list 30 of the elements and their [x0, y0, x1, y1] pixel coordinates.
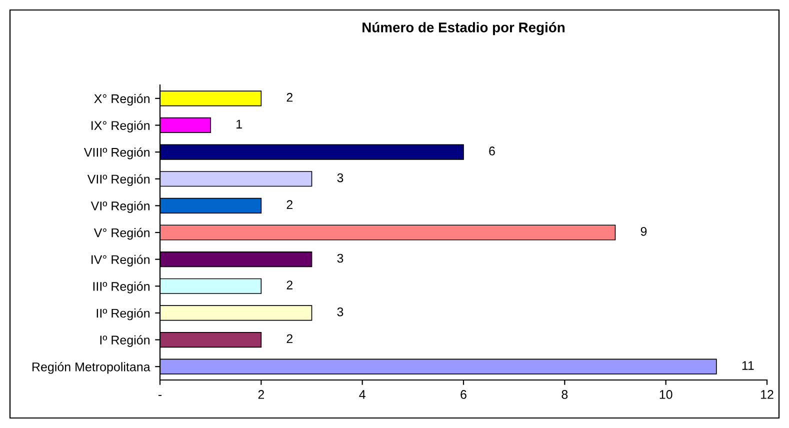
data-label: 3	[337, 307, 344, 316]
y-tick-label: IV° Región	[92, 254, 150, 267]
y-tick-label: VIº Región	[90, 201, 150, 213]
data-label: 6	[489, 146, 495, 156]
y-tick-label: Región Metropolitana	[32, 362, 150, 374]
x-tick-label: 6	[460, 390, 466, 399]
data-label: 3	[337, 173, 344, 182]
x-tick-label: -	[158, 394, 162, 396]
y-tick-label: IIIº Región	[93, 282, 150, 294]
y-tick-label: IX° Región	[92, 120, 150, 132]
data-label: 2	[286, 200, 292, 209]
y-tick-label: Iº Región	[100, 335, 150, 347]
y-tick-label: IIº Región	[96, 308, 150, 320]
y-tick-label: X° Región	[94, 94, 150, 106]
data-label: 2	[286, 92, 292, 102]
data-label: 9	[640, 227, 647, 236]
x-tick-label: 10	[660, 390, 672, 399]
x-tick-label: 8	[562, 390, 568, 399]
data-label: 3	[337, 254, 344, 263]
data-label: 1	[236, 120, 242, 128]
y-tick-label: VIIIº Región	[84, 147, 150, 160]
y-tick-label: VIIº Región	[87, 174, 150, 186]
data-label: 2	[286, 334, 292, 344]
x-tick-label: 12	[761, 390, 774, 399]
x-tick-label: 4	[359, 390, 366, 399]
y-tick-label: V° Región	[94, 228, 150, 240]
data-label: 2	[286, 280, 292, 290]
chart-title: Número de Estadio por Región	[362, 22, 565, 36]
x-tick-label: 2	[258, 390, 264, 399]
data-label: 11	[742, 361, 754, 370]
